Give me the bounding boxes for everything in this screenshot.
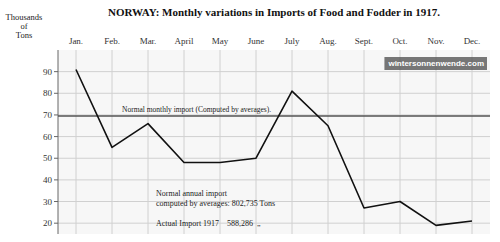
- title: NORWAY: Monthly variations in Imports of…: [108, 6, 440, 18]
- annotation: Normal monthly import (Computed by avera…: [122, 105, 271, 114]
- annotation-line: computed by averages: 802,735 Tons: [156, 199, 275, 208]
- annotation-line: Normal annual import: [156, 189, 228, 198]
- y-tick: [54, 158, 58, 159]
- y-tick: [54, 223, 58, 224]
- y-tick-label: 90: [43, 67, 53, 77]
- normal-line: [58, 115, 490, 116]
- grid: [58, 50, 490, 234]
- y-tick-label: 30: [43, 197, 53, 207]
- x-tick-label: April: [175, 36, 194, 46]
- data-group: [58, 69, 490, 225]
- x-grid-line: [292, 50, 293, 234]
- y-tick-label: 80: [43, 88, 53, 98]
- x-grid-line: [436, 50, 437, 234]
- y-tick-label: 20: [43, 218, 53, 228]
- y-tick: [54, 93, 58, 94]
- x-grid-line: [400, 50, 401, 234]
- x-tick-label: May: [212, 36, 229, 46]
- import-line: [76, 69, 472, 225]
- y-axis-line: [58, 50, 59, 234]
- x-tick-label: Aug.: [319, 36, 337, 46]
- watermark-text: wintersonnenwende.com: [387, 59, 484, 68]
- x-tick-label: Jan.: [69, 36, 83, 46]
- chart: 20 30 40 50 60 70 80 90 Jan. Feb. Mar. April May June…: [0, 0, 500, 242]
- x-grid-line: [76, 50, 77, 234]
- annotation: Normal annual importcomputed by averages…: [156, 189, 275, 228]
- x-tick-label: Oct.: [392, 36, 407, 46]
- x-tick-label: July: [284, 36, 300, 46]
- x-tick-label: June: [248, 36, 265, 46]
- y-grid-line: [58, 136, 490, 137]
- y-grid-line: [58, 158, 490, 159]
- annotation-line: Actual Import 1917 588,286 „: [156, 219, 261, 228]
- y-grid-line: [58, 71, 490, 72]
- y-tick: [54, 136, 58, 137]
- y-tick-label: 70: [43, 110, 53, 120]
- y-tick: [54, 179, 58, 180]
- x-tick-label: Feb.: [104, 36, 120, 46]
- y-axis-label: ThousandsofTons: [6, 12, 43, 40]
- y-grid-line: [58, 179, 490, 180]
- x-tick-label: Dec.: [464, 36, 481, 46]
- x-tick-label: Nov.: [427, 36, 444, 46]
- y-tick-label: 60: [43, 132, 53, 142]
- x-grid-line: [148, 50, 149, 234]
- x-grid-line: [112, 50, 113, 234]
- y-tick: [54, 114, 58, 115]
- y-tick: [54, 71, 58, 72]
- x-tick-label: Mar.: [140, 36, 157, 46]
- x-tick-label: Sept.: [355, 36, 373, 46]
- plot-area: [58, 50, 490, 234]
- y-axis-label-line: Tons: [16, 30, 32, 40]
- x-grid-line: [472, 50, 473, 234]
- y-tick-label: 40: [43, 175, 53, 185]
- x-grid-line: [328, 50, 329, 234]
- y-grid-line: [58, 223, 490, 224]
- watermark-box: [384, 57, 487, 70]
- y-tick: [54, 201, 58, 202]
- watermark: wintersonnenwende.com: [384, 57, 487, 70]
- y-tick-label: 50: [43, 153, 53, 163]
- y-grid-line: [58, 114, 490, 115]
- y-grid-line: [58, 93, 490, 94]
